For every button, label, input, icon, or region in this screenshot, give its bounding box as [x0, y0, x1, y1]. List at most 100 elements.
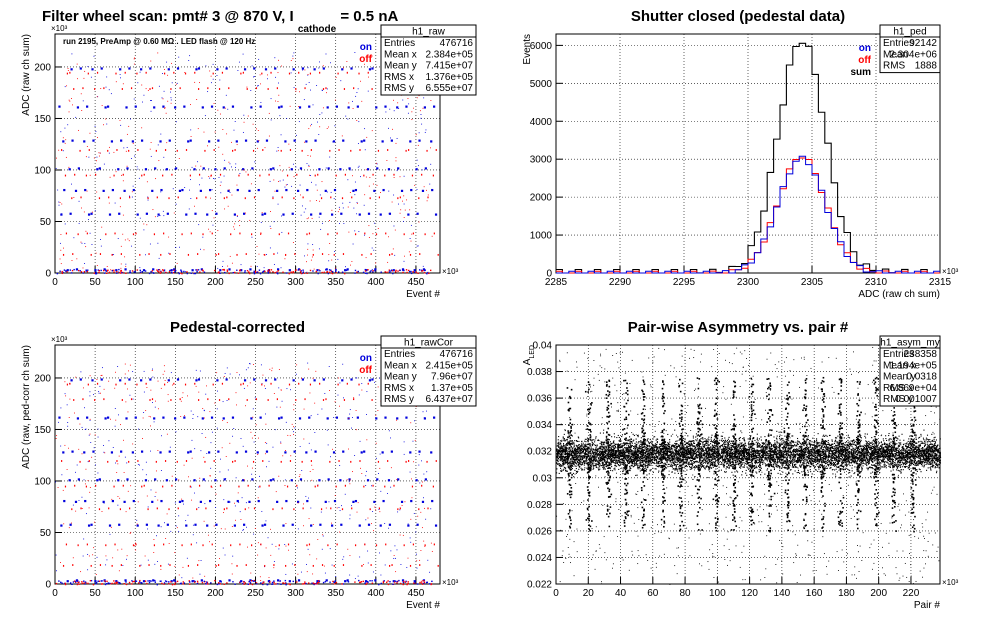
point-off: [134, 64, 135, 65]
point-on: [300, 446, 301, 447]
point-on: [361, 140, 363, 142]
point-off: [360, 468, 361, 469]
point-off: [413, 461, 414, 462]
point-off: [157, 500, 158, 501]
point-on: [88, 157, 89, 158]
point-on: [417, 160, 418, 161]
point-baseline: [85, 269, 86, 270]
point-on: [352, 190, 354, 192]
point-off: [353, 398, 354, 400]
point-on: [84, 479, 85, 480]
point-off: [153, 552, 154, 553]
point-off: [369, 237, 370, 238]
point-baseline: [249, 581, 250, 582]
point-off: [124, 472, 125, 473]
point-off: [359, 149, 360, 151]
point-on: [350, 170, 351, 171]
point-on: [345, 494, 346, 495]
x-tick-label: 200: [870, 588, 887, 599]
point-on: [217, 391, 218, 392]
point-off: [114, 544, 115, 546]
point-on: [160, 134, 161, 135]
point-on: [156, 535, 157, 536]
point-on: [264, 524, 266, 526]
point-on: [174, 417, 176, 419]
point-baseline: [108, 582, 109, 583]
point-on: [260, 102, 261, 103]
point-off: [433, 175, 434, 177]
point-baseline: [252, 584, 253, 585]
point-on: [232, 106, 234, 108]
point-off: [131, 87, 132, 89]
point-off: [232, 150, 233, 152]
point-baseline: [59, 271, 60, 272]
point-on: [62, 140, 64, 142]
point-on: [341, 379, 343, 381]
point-off: [120, 268, 121, 269]
point-off: [155, 492, 156, 493]
point-on: [254, 161, 255, 162]
point-baseline: [193, 273, 194, 274]
point-baseline: [308, 582, 309, 583]
point-off: [312, 257, 313, 258]
point-on: [411, 225, 412, 226]
point-off: [123, 180, 124, 181]
point-asym: [837, 471, 838, 472]
point-off: [213, 73, 214, 75]
point-off: [345, 485, 346, 487]
point-on: [338, 395, 339, 396]
point-on: [214, 479, 216, 481]
point-off: [330, 507, 331, 509]
point-off: [277, 87, 278, 89]
point-on: [270, 479, 272, 481]
point-on: [158, 144, 159, 145]
point-baseline: [338, 271, 339, 272]
point-on: [230, 192, 231, 193]
point-off: [226, 133, 227, 134]
point-off: [154, 233, 155, 235]
point-baseline: [323, 582, 324, 583]
point-baseline: [386, 272, 387, 273]
point-off: [88, 384, 89, 386]
point-baseline: [248, 584, 249, 585]
point-on: [339, 479, 341, 481]
point-on: [371, 485, 372, 486]
point-off: [281, 66, 282, 67]
point-on: [210, 442, 211, 443]
point-on: [197, 416, 198, 417]
point-off: [418, 145, 419, 146]
point-on: [258, 59, 259, 60]
point-off: [256, 87, 257, 89]
point-asym: [696, 440, 697, 441]
point-off: [391, 564, 392, 566]
point-asym: [558, 439, 559, 440]
point-on: [311, 415, 312, 416]
y-axis-label-main: ADC (raw, ped-corr ch sum): [21, 345, 32, 469]
point-baseline: [392, 270, 393, 271]
point-off: [428, 195, 429, 196]
point-off: [205, 507, 206, 509]
point-on: [277, 579, 279, 581]
point-baseline: [399, 270, 400, 271]
point-on: [375, 417, 377, 419]
point-off: [191, 544, 192, 546]
point-baseline: [408, 581, 409, 582]
point-baseline: [302, 583, 303, 584]
point-off: [78, 449, 79, 450]
point-baseline: [419, 269, 420, 270]
point-on: [320, 194, 321, 195]
point-off: [96, 192, 97, 193]
point-baseline: [120, 271, 121, 272]
point-off: [246, 253, 247, 255]
point-on: [209, 189, 211, 191]
point-on: [135, 106, 137, 108]
point-off: [66, 85, 67, 86]
point-off: [298, 503, 299, 504]
point-on: [160, 189, 162, 191]
point-baseline: [106, 273, 107, 274]
point-on: [276, 407, 277, 408]
point-off: [147, 508, 148, 510]
point-on: [150, 244, 151, 245]
point-off: [234, 223, 235, 224]
point-baseline: [152, 270, 153, 271]
